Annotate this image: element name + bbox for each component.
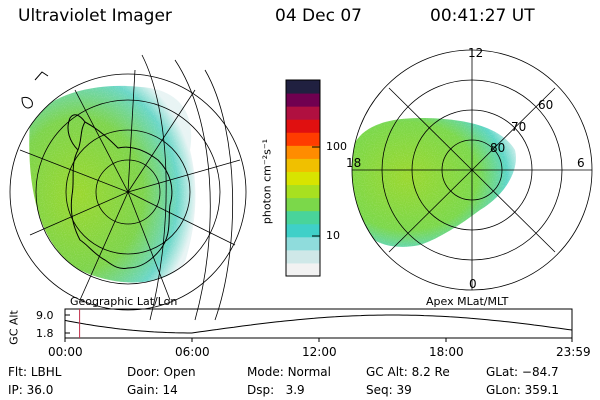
status-glat: GLat: −84.7 (486, 365, 559, 379)
mlt-dawn-label: 6 (577, 156, 585, 170)
colorbar-cell (286, 93, 320, 107)
altitude-ylabel: GC Alt (7, 310, 21, 345)
right-panel-caption: Apex MLat/MLT (426, 295, 509, 308)
colorbar (285, 79, 321, 277)
geographic-map (9, 54, 247, 321)
status-gain: Gain: 14 (127, 383, 178, 397)
mag-grid (351, 49, 593, 291)
altitude-xtick-3: 18:00 (429, 345, 464, 359)
altitude-ytick-min: 1.8 (36, 327, 54, 340)
colorbar-cell (286, 158, 320, 172)
status-glon: GLon: 359.1 (486, 383, 559, 397)
colorbar-cell (286, 132, 320, 146)
colorbar-cell (286, 236, 320, 251)
colorbar-cell (286, 184, 320, 199)
altitude-ytick-max: 9.0 (36, 309, 54, 322)
colorbar-cell (286, 80, 320, 94)
status-ip: IP: 36.0 (8, 383, 54, 397)
coastline (21, 71, 173, 269)
altitude-xtick-2: 12:00 (302, 345, 337, 359)
instrument-title: Ultraviolet Imager (18, 6, 172, 26)
mlt-midnight-label: 0 (469, 277, 477, 291)
altitude-track-plot (64, 308, 573, 342)
status-mode: Mode: Normal (247, 365, 331, 379)
time-label: 00:41:27 UT (430, 6, 535, 26)
status-seq: Seq: 39 (366, 383, 412, 397)
colorbar-cell (286, 249, 320, 264)
colorbar-cell (286, 171, 320, 186)
colorbar-cell (286, 210, 320, 225)
colorbar-unit-label: photon cm⁻²s⁻¹ (260, 138, 274, 225)
status-flt: Flt: LBHL (8, 365, 62, 379)
mlat-80-label: 80 (490, 141, 506, 155)
colorbar-cell (286, 223, 320, 238)
colorbar-cell (286, 262, 320, 277)
left-panel-caption: Geographic Lat/Lon (70, 295, 178, 308)
altitude-xtick-4: 23:59 (556, 345, 591, 359)
altitude-xtick-0: 00:00 (48, 345, 83, 359)
mlt-dusk-label: 18 (346, 156, 362, 170)
altitude-curve (64, 314, 573, 334)
colorbar-tick-100: 100 (326, 140, 347, 153)
colorbar-cell (286, 145, 320, 159)
colorbar-cell (286, 197, 320, 212)
status-gc-alt: GC Alt: 8.2 Re (366, 365, 450, 379)
colorbar-cell (286, 119, 320, 133)
colorbar-tick-10: 10 (326, 229, 340, 242)
altitude-xtick-1: 06:00 (175, 345, 210, 359)
date-label: 04 Dec 07 (275, 6, 362, 26)
status-door: Door: Open (127, 365, 196, 379)
status-dsp: Dsp: 3.9 (247, 383, 305, 397)
mlat-70-label: 70 (511, 120, 527, 134)
mlt-noon-label: 12 (468, 46, 484, 60)
colorbar-cell (286, 106, 320, 120)
mlat-60-label: 60 (538, 98, 554, 112)
magnetic-map (351, 49, 593, 291)
